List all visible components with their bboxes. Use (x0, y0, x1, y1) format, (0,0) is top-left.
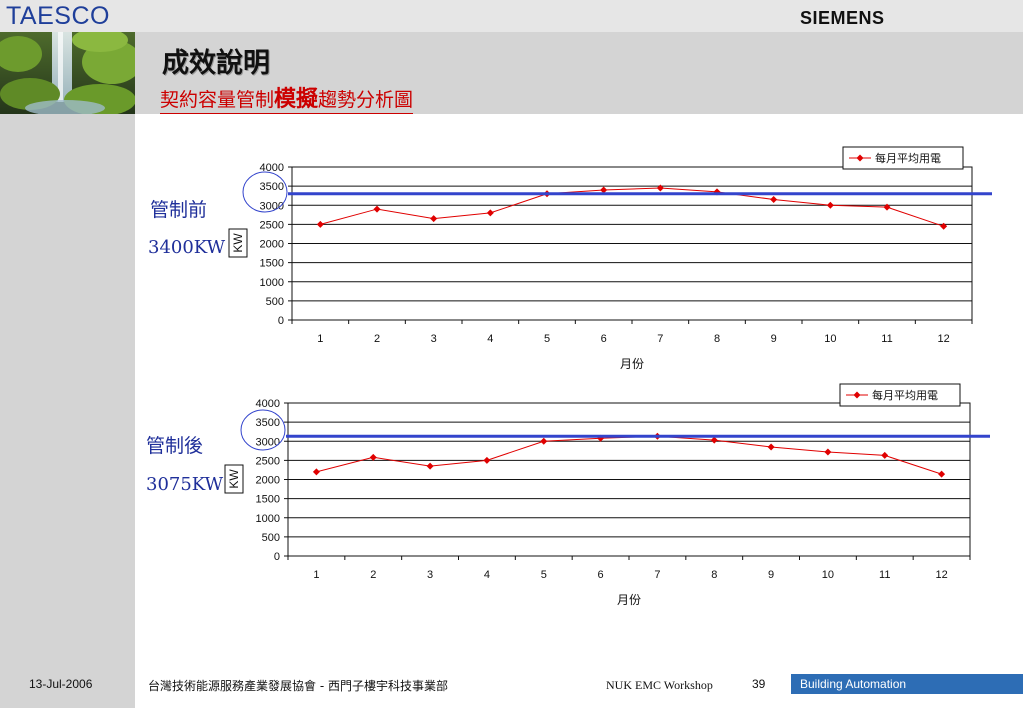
y-tick-label-2: 0 (274, 551, 280, 563)
after-control-label: 管制後 (146, 435, 204, 457)
left-sidebar-band (0, 0, 135, 708)
y-tick-label-2: 1500 (256, 494, 280, 506)
page-subtitle: 契約容量管制模擬趨勢分析圖 (160, 86, 414, 114)
subtitle-emphasis: 模擬 (274, 86, 319, 112)
x-tick-label-2: 10 (822, 569, 834, 581)
legend-box-2 (839, 383, 961, 407)
x-tick-label-1: 2 (374, 333, 380, 345)
data-point-2 (540, 437, 548, 445)
x-tick-label-2: 12 (935, 569, 947, 581)
subtitle-post: 趨勢分析圖 (318, 89, 414, 111)
footer-event: NUK EMC Workshop (606, 678, 713, 692)
data-point-1 (430, 215, 438, 223)
x-tick-label-1: 5 (544, 333, 550, 345)
highlight-circle-2 (240, 409, 286, 451)
data-point-1 (826, 201, 834, 209)
brand-text: TAESCO (6, 2, 110, 30)
x-tick-label-1: 1 (317, 333, 323, 345)
x-tick-label-2: 2 (370, 569, 376, 581)
footer-date: 13-Jul-2006 (29, 677, 93, 691)
series-line-1 (320, 187, 944, 227)
x-tick-label-2: 4 (484, 569, 490, 581)
footer-page-number: 39 (752, 677, 766, 691)
x-tick-label-2: 8 (711, 569, 717, 581)
x-tick-label-2: 6 (598, 569, 604, 581)
waterfall-photo (0, 32, 135, 114)
y-axis-title-box-2 (224, 464, 244, 494)
top-header-band (0, 0, 1023, 32)
y-tick-label-2: 3500 (256, 417, 280, 429)
data-point-1 (656, 184, 664, 192)
data-point-1 (883, 203, 891, 211)
data-point-1 (940, 222, 948, 230)
x-axis-title-2: 月份 (617, 593, 641, 607)
x-tick-label-1: 4 (487, 333, 493, 345)
before-control-label: 管制前 (150, 199, 208, 221)
x-tick-label-1: 9 (771, 333, 777, 345)
footer-building-automation: Building Automation (791, 674, 1023, 694)
legend-label-2: 每月平均用電 (872, 388, 938, 402)
legend-label-1: 每月平均用電 (875, 151, 941, 165)
data-point-2 (312, 468, 320, 476)
x-tick-label-2: 5 (541, 569, 547, 581)
data-point-1 (316, 220, 324, 228)
y-tick-label-1: 3000 (260, 200, 284, 212)
y-axis-title-2: KW (227, 469, 241, 489)
y-tick-label-1: 4000 (260, 162, 284, 174)
data-point-2 (824, 448, 832, 456)
data-point-1 (770, 196, 778, 204)
x-tick-label-2: 3 (427, 569, 433, 581)
x-tick-label-2: 7 (654, 569, 660, 581)
data-point-2 (369, 453, 377, 461)
y-tick-label-2: 1000 (256, 513, 280, 525)
x-tick-label-2: 9 (768, 569, 774, 581)
y-tick-label-1: 2000 (260, 239, 284, 251)
x-tick-label-1: 11 (881, 333, 892, 345)
x-tick-label-1: 7 (657, 333, 663, 345)
subtitle-pre: 契約容量管制 (160, 89, 275, 111)
data-point-1 (373, 205, 381, 213)
y-tick-label-1: 1000 (260, 277, 284, 289)
x-tick-label-1: 3 (431, 333, 437, 345)
footer-organization: 台灣技術能源服務產業發展協會 - 西門子樓宇科技事業部 (148, 679, 448, 693)
y-tick-label-2: 4000 (256, 398, 280, 410)
legend-box-1 (842, 146, 964, 170)
x-tick-label-1: 12 (938, 333, 950, 345)
x-tick-label-1: 10 (824, 333, 836, 345)
y-tick-label-2: 2000 (256, 475, 280, 487)
data-point-2 (767, 443, 775, 451)
x-tick-label-1: 6 (601, 333, 607, 345)
y-axis-title-1: KW (231, 233, 245, 253)
y-tick-label-2: 3000 (256, 436, 280, 448)
data-point-1 (486, 209, 494, 217)
before-control-value: 3400KW (148, 237, 226, 258)
y-tick-label-1: 1500 (260, 258, 284, 270)
page-title: 成效說明 (162, 48, 270, 79)
y-tick-label-1: 2500 (260, 219, 284, 231)
header-panel (135, 32, 1023, 114)
y-tick-label-2: 2500 (256, 455, 280, 467)
x-tick-label-2: 1 (313, 569, 319, 581)
y-tick-label-1: 0 (278, 315, 284, 327)
data-point-2 (483, 456, 491, 464)
data-point-2 (710, 436, 718, 444)
after-control-value: 3075KW (146, 474, 224, 495)
data-point-2 (426, 462, 434, 470)
x-axis-title-1: 月份 (620, 357, 644, 371)
x-tick-label-1: 8 (714, 333, 720, 345)
data-point-2 (938, 470, 946, 478)
legend-marker-2 (853, 391, 861, 399)
y-tick-label-2: 500 (262, 532, 280, 544)
highlight-circle-1 (242, 171, 288, 213)
y-tick-label-1: 500 (266, 296, 284, 308)
data-point-1 (600, 186, 608, 194)
y-axis-title-box-1 (228, 228, 248, 258)
y-tick-label-1: 3500 (260, 181, 284, 193)
data-point-2 (881, 451, 889, 459)
legend-marker-1 (856, 154, 864, 162)
siemens-logo: SIEMENS (800, 8, 885, 28)
x-tick-label-2: 11 (879, 569, 890, 581)
